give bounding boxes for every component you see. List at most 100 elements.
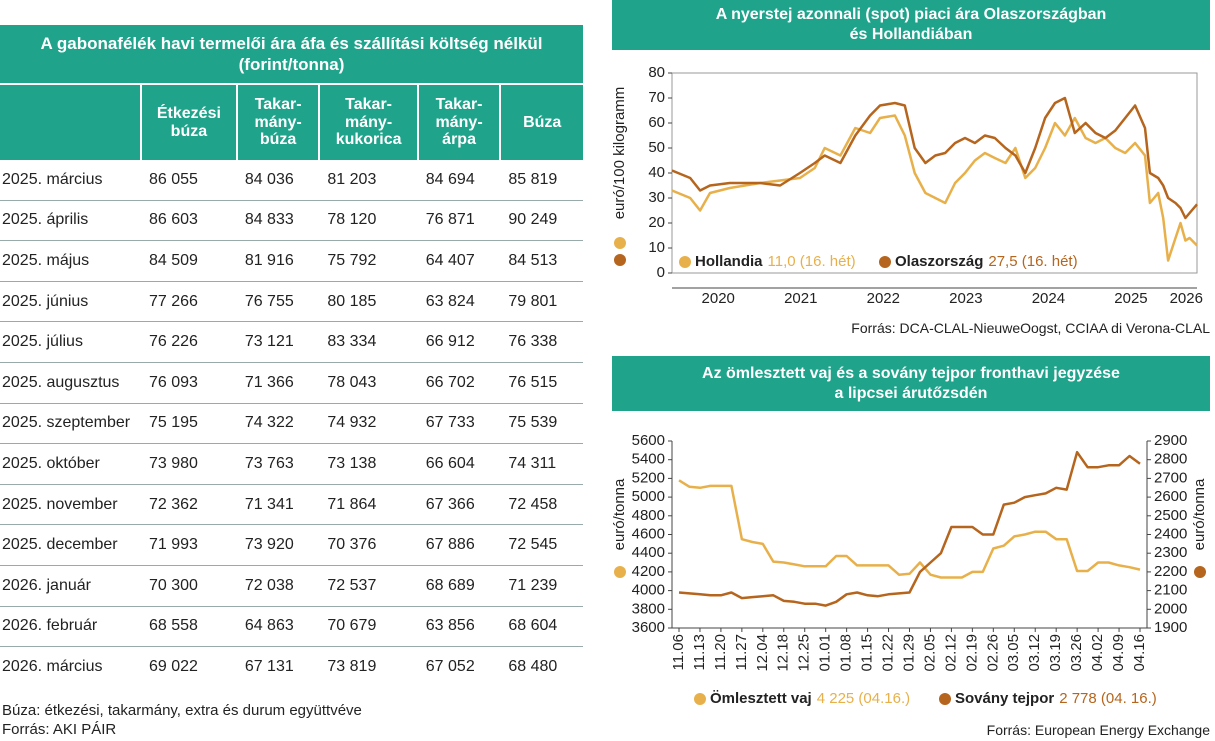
x-tick-label: 11.13 <box>691 634 708 670</box>
column-header: Takar- mány- kukorica <box>318 85 418 160</box>
cell-value: 66 912 <box>417 321 501 363</box>
cell-value: 71 341 <box>236 483 320 525</box>
cell-value: 86 603 <box>141 199 237 241</box>
x-tick-label: 04.16 <box>1131 634 1148 672</box>
cell-value: 84 694 <box>425 170 475 188</box>
y2-tick-label: 2000 <box>1154 600 1187 617</box>
cell-value: 63 856 <box>417 605 501 647</box>
x-tick-label: 01.15 <box>859 634 876 672</box>
legend-entry: Ömlesztett vaj 4 225 (04.16.) <box>710 690 910 707</box>
cell-value: 77 266 <box>141 280 237 322</box>
cell-value: 81 916 <box>236 240 320 282</box>
legend-entry: Olaszország 27,5 (16. hét) <box>895 253 1078 270</box>
y-tick-label: 10 <box>648 239 665 256</box>
cell-value: 81 203 <box>327 170 377 188</box>
table-row: 2025. október 73 980 73 763 73 138 66 604 74 … <box>0 443 583 485</box>
cell-value: 72 545 <box>500 524 583 566</box>
cell-value: 75 792 <box>319 240 418 282</box>
cell-value: 64 863 <box>236 605 320 647</box>
cell-value: 67 886 <box>417 524 501 566</box>
cell-value: 67 052 <box>417 646 501 687</box>
cell-value: 71 366 <box>236 361 320 404</box>
cell-value: 74 311 <box>500 443 583 485</box>
y2-tick-label: 2900 <box>1154 432 1187 449</box>
cell-value: 74 932 <box>319 402 418 444</box>
cell-value: 78 043 <box>319 361 418 404</box>
y2-tick-label: 2100 <box>1154 582 1187 599</box>
y-axis-title: euró/tonna <box>611 478 628 550</box>
legend-latest: 11,0 (16. hét) <box>768 253 856 270</box>
row-label: 2025. július <box>0 321 141 363</box>
table-row: 2025. augusztus 76 093 71 366 78 043 66 702 7… <box>0 361 583 404</box>
cell-value: 72 537 <box>319 564 418 607</box>
row-label: 2025. augusztus <box>0 361 141 404</box>
column-header: Takar- mány- árpa <box>416 85 501 160</box>
header-row: Étkezési búza Takar- mány- búza Takar- mán… <box>0 85 583 160</box>
y-tick-label: 5600 <box>632 432 665 449</box>
axis-series-dot <box>1194 566 1206 578</box>
y2-tick-label: 2700 <box>1154 469 1187 486</box>
column-header: Takar- mány- búza <box>235 85 320 160</box>
cell-value: 84 513 <box>500 240 583 282</box>
cell-value: 70 376 <box>319 524 418 566</box>
plot-frame <box>671 72 1198 274</box>
cell-value: 72 038 <box>236 564 320 607</box>
y-tick-label: 5000 <box>632 488 665 505</box>
cell-value: 67 366 <box>417 483 501 525</box>
column-header: Búza <box>499 85 583 160</box>
row-label: 2025. szeptember <box>0 402 141 444</box>
cell-value: 79 801 <box>500 280 583 322</box>
axis-series-dot <box>614 254 626 266</box>
x-tick-label: 11.06 <box>670 634 687 670</box>
row-label: 2026. február <box>0 605 141 647</box>
source: Forrás: European Energy Exchange <box>986 722 1210 738</box>
x-tick-label: 02.26 <box>984 634 1001 672</box>
y-tick-label: 4200 <box>632 563 665 580</box>
legend-entry: Sovány tejpor 2 778 (04. 16.) <box>955 690 1157 707</box>
x-tick-label: 2020 <box>702 290 735 307</box>
cell-value: 73 980 <box>141 443 237 485</box>
cell-value: 73 763 <box>236 443 320 485</box>
x-tick-label: 2022 <box>867 290 900 307</box>
cell-value: 76 338 <box>500 321 583 363</box>
cell-value: 67 131 <box>236 646 320 687</box>
cell-value: 90 249 <box>500 199 583 241</box>
row-label: 2025. május <box>0 240 141 282</box>
table-row: 2026. január 70 300 72 038 72 537 68 689 71 2… <box>0 564 583 607</box>
footnote: Forrás: AKI PÁIR <box>2 721 117 738</box>
x-tick-label: 12.25 <box>796 634 813 672</box>
cell-value: 70 300 <box>141 564 237 607</box>
row-label: 2025. március <box>2 170 103 188</box>
cell-value: 78 120 <box>319 199 418 241</box>
cell-value: 73 920 <box>236 524 320 566</box>
y-tick-label: 40 <box>648 164 665 181</box>
legend-latest: 4 225 (04.16.) <box>817 690 910 707</box>
axis-series-dot <box>614 237 626 249</box>
legend-name: Ömlesztett vaj <box>710 690 812 707</box>
y-tick-label: 60 <box>648 114 665 131</box>
cell-value: 76 093 <box>141 361 237 404</box>
cell-value: 83 334 <box>319 321 418 363</box>
row-label: 2025. október <box>0 443 141 485</box>
y-tick-label: 0 <box>657 264 665 281</box>
x-tick-label: 01.08 <box>838 634 855 672</box>
y-tick-label: 4400 <box>632 544 665 561</box>
series-line <box>671 96 1198 220</box>
legend-entry: Hollandia 11,0 (16. hét) <box>695 253 856 270</box>
x-tick-label: 2023 <box>949 290 982 307</box>
x-tick-label: 01.01 <box>817 634 834 672</box>
header-blank <box>0 85 141 160</box>
y-tick-label: 20 <box>648 214 665 231</box>
table-body: 2025. március 86 055 84 036 81 203 84 694 85 … <box>0 160 583 687</box>
cell-value: 71 239 <box>500 564 583 607</box>
cell-value: 68 604 <box>500 605 583 647</box>
cell-value: 86 055 <box>149 170 198 188</box>
cell-value: 73 819 <box>319 646 418 687</box>
x-tick-label: 2025 <box>1114 290 1147 307</box>
chart-title: Az ömlesztett vaj és a sovány tejpor fro… <box>612 356 1210 411</box>
row-label: 2025. április <box>0 199 141 241</box>
y-tick-label: 4600 <box>632 525 665 542</box>
y-tick-label: 80 <box>648 64 665 81</box>
y-tick-label: 50 <box>648 139 665 156</box>
y-tick-label: 30 <box>648 189 665 206</box>
